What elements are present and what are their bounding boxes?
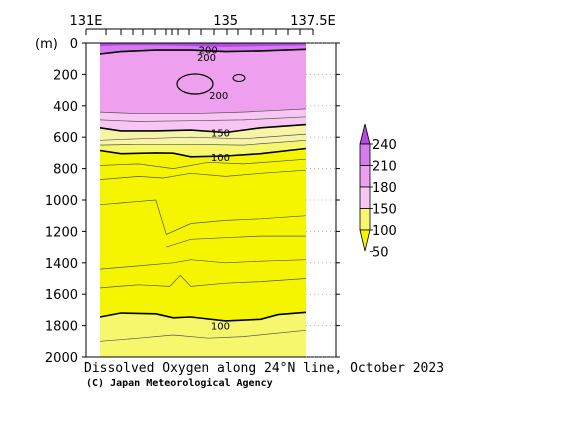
band-deep-100 bbox=[99, 312, 307, 357]
contour-line-2 bbox=[99, 48, 307, 55]
colorbar-label-1: 210 bbox=[372, 160, 397, 175]
contour-line-6 bbox=[99, 199, 307, 235]
x-tick-label-2: 137.5E bbox=[290, 14, 335, 29]
contour-line-14 bbox=[99, 116, 307, 122]
colorbar-top-triangle bbox=[359, 123, 371, 145]
contour-line-12 bbox=[99, 139, 307, 146]
contour-label-2: 200 bbox=[209, 91, 228, 102]
credit-text: (C) Japan Meteorological Agency bbox=[86, 377, 273, 389]
y-tick-label-6: 1200 bbox=[45, 225, 78, 240]
y-tick-label-4: 800 bbox=[53, 163, 78, 178]
colorbar: 240 210 180 150 100 50 bbox=[359, 123, 397, 261]
contour-line-3 bbox=[99, 311, 307, 322]
y-tick-label-10: 2000 bbox=[45, 351, 78, 366]
chart-title: Dissolved Oxygen along 24°N line, Octobe… bbox=[84, 361, 444, 376]
y-unit-label: (m) bbox=[35, 37, 58, 52]
left-blank bbox=[86, 43, 100, 357]
x-tick-label-1: 135 bbox=[213, 14, 238, 29]
y-tick-label-8: 1600 bbox=[45, 288, 78, 303]
band-240 bbox=[99, 43, 307, 47]
colorbar-bottom-triangle bbox=[359, 229, 371, 252]
colorbar-label-4: 100 bbox=[372, 224, 397, 239]
contour-label-3: 150 bbox=[211, 128, 230, 139]
y-tick-label-3: 600 bbox=[53, 131, 78, 146]
contour-line-0 bbox=[99, 147, 307, 158]
y-tick-label-1: 200 bbox=[53, 68, 78, 83]
colorbar-segment-0 bbox=[359, 143, 371, 166]
contour-line-13 bbox=[99, 108, 307, 115]
contour-line-7 bbox=[166, 235, 306, 248]
colorbar-segment-2 bbox=[359, 186, 371, 209]
contour-loop-small bbox=[232, 74, 246, 82]
colorbar-label-2: 180 bbox=[372, 181, 397, 196]
band-180-210 bbox=[99, 43, 307, 114]
contour-label-1: 200 bbox=[197, 53, 216, 64]
y-tick-label-2: 400 bbox=[53, 100, 78, 115]
y-tick-label-9: 1800 bbox=[45, 320, 78, 335]
axes: 131E 135 137.5E 0 200 400 600 800 1000 1200 1400 16… bbox=[35, 14, 340, 366]
colorbar-label-0: 240 bbox=[372, 138, 397, 153]
band-120-150 bbox=[99, 124, 307, 146]
y-tick-label-0: 0 bbox=[70, 37, 78, 52]
contour-label-4: 100 bbox=[211, 153, 230, 164]
contour-line-10 bbox=[99, 329, 307, 342]
contour-label-0: 200 bbox=[199, 45, 218, 56]
contour-loop-200 bbox=[176, 73, 214, 95]
y-tick-label-7: 1400 bbox=[45, 257, 78, 272]
y-tick-label-5: 1000 bbox=[45, 194, 78, 209]
contour-line-11 bbox=[99, 133, 307, 141]
contour-line-1 bbox=[99, 123, 307, 134]
contour-line-4 bbox=[99, 158, 307, 169]
colorbar-segment-1 bbox=[359, 165, 371, 188]
colorbar-label-5: 50 bbox=[372, 246, 389, 261]
contour-label-5: 100 bbox=[211, 322, 230, 333]
contour-line-5 bbox=[99, 169, 307, 180]
colorbar-segment-3 bbox=[359, 208, 371, 231]
colorbar-label-3: 150 bbox=[372, 203, 397, 218]
contour-line-8 bbox=[99, 259, 307, 270]
x-tick-label-0: 131E bbox=[69, 14, 102, 29]
contour-line-9 bbox=[99, 274, 307, 289]
